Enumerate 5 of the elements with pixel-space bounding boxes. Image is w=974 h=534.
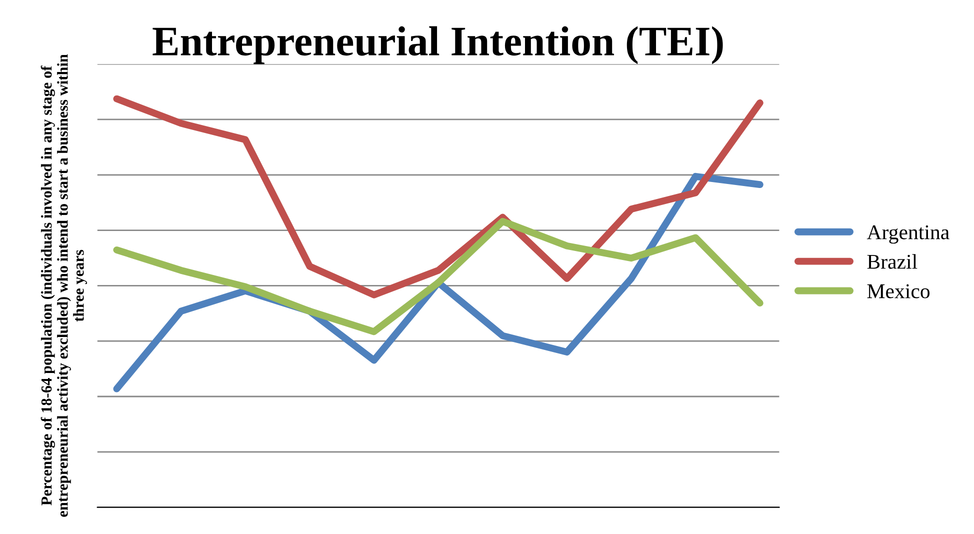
legend-label: Mexico bbox=[867, 284, 930, 298]
legend-label: Brazil bbox=[867, 254, 918, 269]
y-axis-title: Percentage of 18-64 population (individuals involved in any stage of entrepreneurial activity excluded) who intend to start a business within three years bbox=[40, 54, 87, 517]
chart-title: Entrepreneurial Intention (TEI) bbox=[152, 26, 723, 64]
legend-label: Argentina bbox=[866, 225, 950, 244]
